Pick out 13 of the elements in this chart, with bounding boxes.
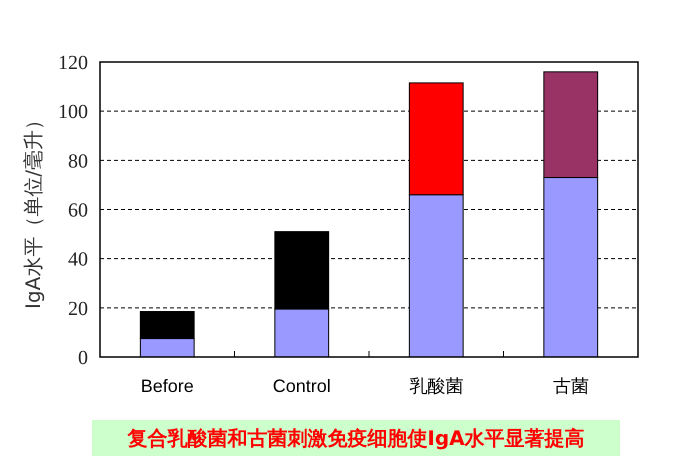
x-tick-label: Control (272, 376, 331, 396)
x-tick-label: 古菌 (552, 376, 589, 396)
x-tick-label: 乳酸菌 (409, 376, 464, 396)
y-axis-title: IgA水平（单位/毫升） (21, 110, 45, 310)
y-tick-label: 120 (58, 52, 88, 74)
x-tick-label: Before (140, 376, 194, 396)
y-tick-label: 20 (68, 298, 88, 320)
y-tick-label: 0 (78, 347, 88, 369)
y-tick-label: 100 (58, 101, 88, 124)
y-tick-label: 80 (68, 150, 88, 172)
y-tick-label: 40 (68, 248, 88, 271)
y-tick-label: 60 (68, 200, 88, 222)
text: 复合乳酸菌和古菌刺激免疫细胞使IgA水平显著提高 (126, 426, 585, 450)
